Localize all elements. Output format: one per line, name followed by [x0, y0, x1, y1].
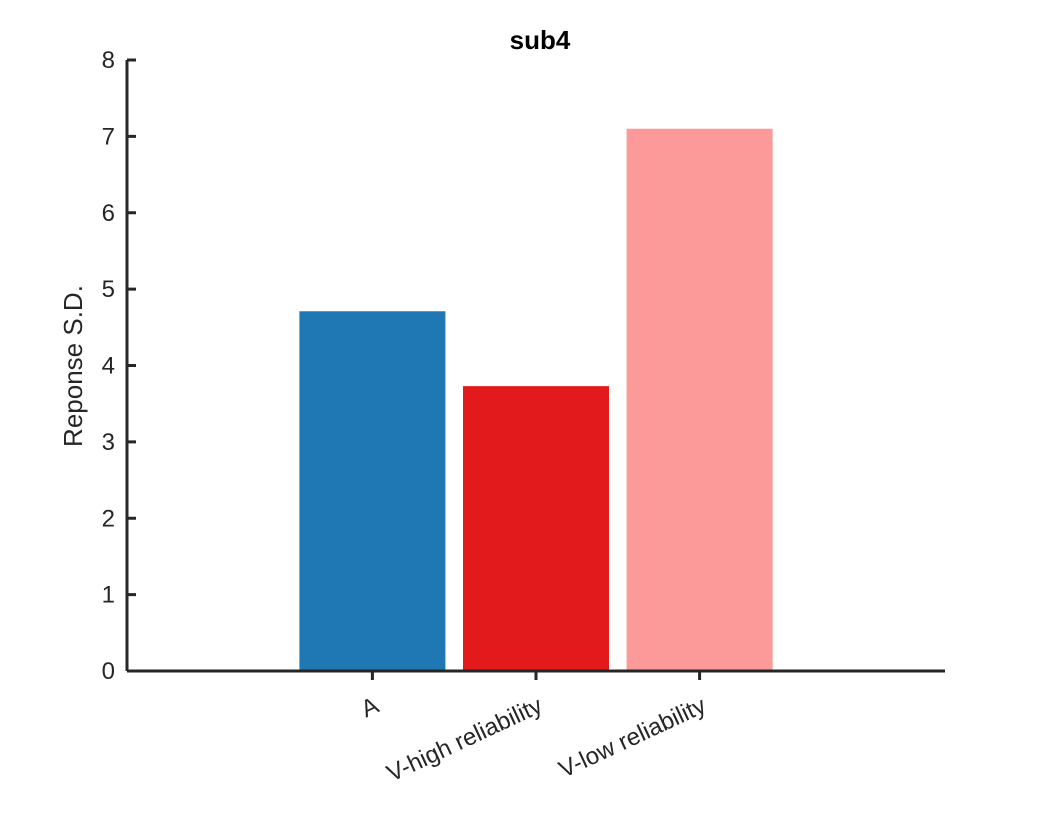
y-tick-label: 6	[102, 200, 115, 227]
y-tick-label: 0	[102, 658, 115, 685]
bars	[299, 128, 773, 672]
y-tick-label: 1	[102, 582, 115, 609]
y-tick-label: 5	[102, 276, 115, 303]
x-axis-ticks: A V-high reliability V-low reliability	[357, 671, 710, 787]
y-tick-label: 2	[102, 505, 115, 532]
x-tick-label: A	[357, 692, 383, 723]
y-tick-label: 3	[102, 429, 115, 456]
bar-3	[626, 128, 773, 672]
x-tick-label: V-high reliability	[383, 692, 547, 788]
y-tick-label: 4	[102, 353, 115, 380]
y-axis-ticks: 0 1 2 3 4 5 6 7 8	[102, 47, 136, 685]
y-axis-label: Reponse S.D.	[58, 285, 88, 447]
bar-2	[463, 386, 609, 671]
y-tick-label: 7	[102, 123, 115, 150]
y-tick-label: 8	[102, 47, 115, 74]
bar-1	[299, 311, 446, 671]
chart-title: sub4	[510, 25, 571, 55]
x-tick-label: V-low reliability	[555, 692, 710, 784]
